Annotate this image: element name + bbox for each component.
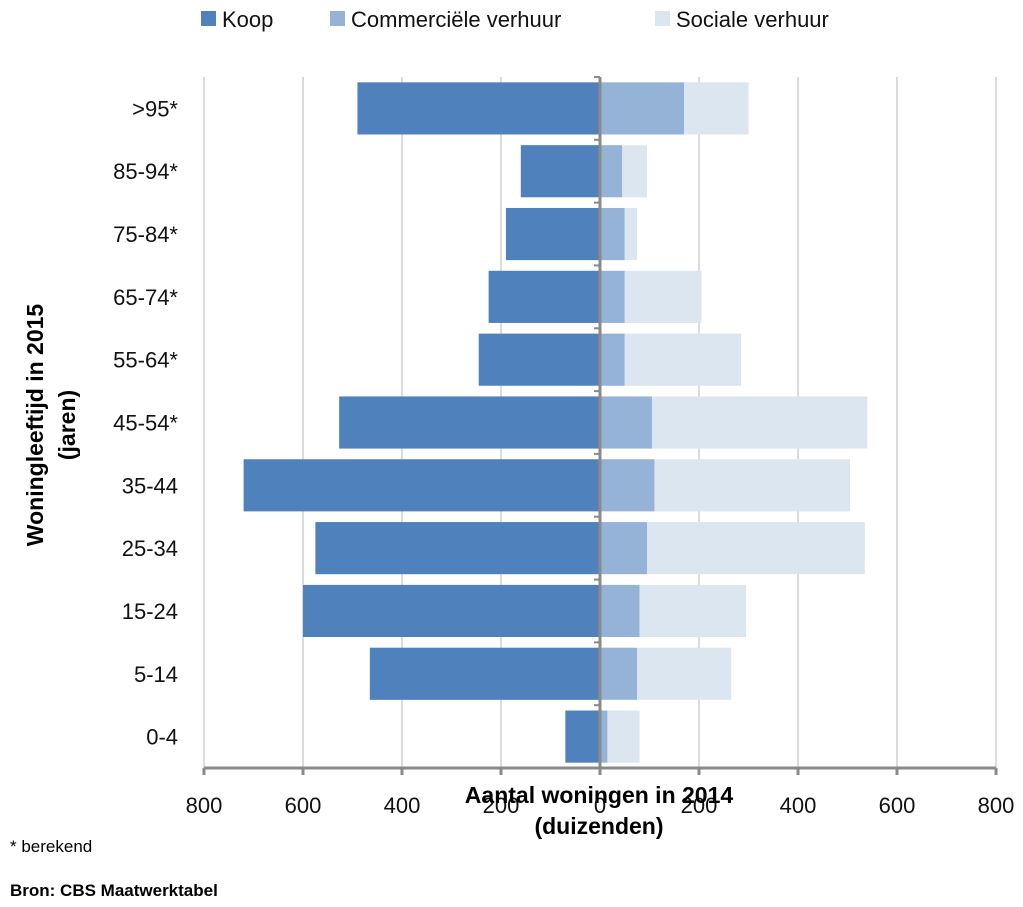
bar-koop-10 [357, 82, 600, 135]
bar-commerci-le-verhuur-3 [600, 522, 648, 575]
footnote: * berekend [10, 837, 92, 856]
x-tick-label: 200 [681, 793, 718, 818]
bar-koop-6 [478, 333, 600, 386]
y-tick-label: 35-44 [122, 473, 178, 498]
bar-commerci-le-verhuur-1 [600, 647, 638, 700]
x-tick-label: 0 [594, 793, 606, 818]
legend-label: Koop [222, 7, 273, 32]
bar-sociale-verhuur-10 [684, 82, 749, 135]
y-tick-label: 0-4 [146, 725, 178, 750]
legend-label: Commerciële verhuur [351, 7, 561, 32]
y-tick-label: >95* [132, 96, 178, 121]
bar-koop-9 [520, 145, 600, 198]
bar-commerci-le-verhuur-8 [600, 207, 625, 261]
bar-commerci-le-verhuur-0 [600, 710, 608, 763]
bar-commerci-le-verhuur-2 [600, 584, 640, 638]
source-note: Bron: CBS Maatwerktabel [10, 881, 218, 900]
bar-sociale-verhuur-1 [637, 647, 732, 700]
bar-koop-3 [315, 522, 600, 575]
bar-sociale-verhuur-8 [624, 207, 638, 261]
bar-koop-4 [243, 459, 600, 512]
y-tick-label: 5-14 [134, 662, 178, 687]
x-tick-label: 400 [384, 793, 421, 818]
y-tick-label: 25-34 [122, 536, 178, 561]
bar-koop-5 [339, 396, 600, 449]
x-axis-unit: (duizenden) [534, 813, 663, 839]
bar-sociale-verhuur-2 [639, 584, 747, 638]
y-tick-label: 15-24 [122, 599, 178, 624]
y-tick-label: 75-84* [113, 222, 178, 247]
bar-koop-2 [303, 584, 600, 638]
legend: Koop Commerciële verhuur Sociale verhuur [201, 7, 829, 32]
legend-label: Sociale verhuur [676, 7, 829, 32]
x-tick-label: 200 [483, 793, 520, 818]
x-tick-label: 800 [978, 793, 1015, 818]
bar-sociale-verhuur-4 [654, 459, 850, 512]
x-axis-title: Aantal woningen in 2014 [465, 782, 734, 808]
bar-commerci-le-verhuur-7 [600, 270, 625, 323]
bar-sociale-verhuur-0 [607, 710, 640, 763]
y-tick-label: 65-74* [113, 285, 178, 310]
bar-koop-8 [505, 207, 600, 261]
bar-commerci-le-verhuur-9 [600, 145, 623, 198]
x-tick-label: 800 [186, 793, 223, 818]
bar-commerci-le-verhuur-5 [600, 396, 652, 449]
legend-swatch [201, 11, 216, 26]
axis-labels: Aantal woningen in 2014 (duizenden) Woni… [10, 304, 733, 900]
bar-sociale-verhuur-3 [647, 522, 865, 575]
bar-koop-0 [565, 710, 600, 763]
y-axis-title: Woningleeftijd in 2015 [22, 304, 48, 547]
y-axis-unit: (jaren) [54, 390, 80, 460]
legend-swatch [655, 11, 670, 26]
y-tick-label: 45-54* [113, 411, 178, 436]
bar-sociale-verhuur-7 [624, 270, 702, 323]
bar-commerci-le-verhuur-10 [600, 82, 685, 135]
bar-commerci-le-verhuur-6 [600, 333, 625, 386]
bar-sociale-verhuur-9 [622, 145, 648, 198]
bar-koop-7 [488, 270, 600, 323]
bars [243, 82, 868, 763]
bar-sociale-verhuur-5 [651, 396, 868, 449]
legend-swatch [330, 11, 345, 26]
bar-koop-1 [369, 647, 600, 700]
bar-sociale-verhuur-6 [624, 333, 742, 386]
x-tick-label: 600 [285, 793, 322, 818]
x-tick-label: 600 [879, 793, 916, 818]
y-tick-label: 55-64* [113, 348, 178, 373]
x-tick-label: 400 [780, 793, 817, 818]
axes: 800 600 400 200 0 200 400 600 800 0-4 5-14 15-24 25-… [113, 76, 1015, 818]
y-tick-label: 85-94* [113, 159, 178, 184]
bar-commerci-le-verhuur-4 [600, 459, 655, 512]
